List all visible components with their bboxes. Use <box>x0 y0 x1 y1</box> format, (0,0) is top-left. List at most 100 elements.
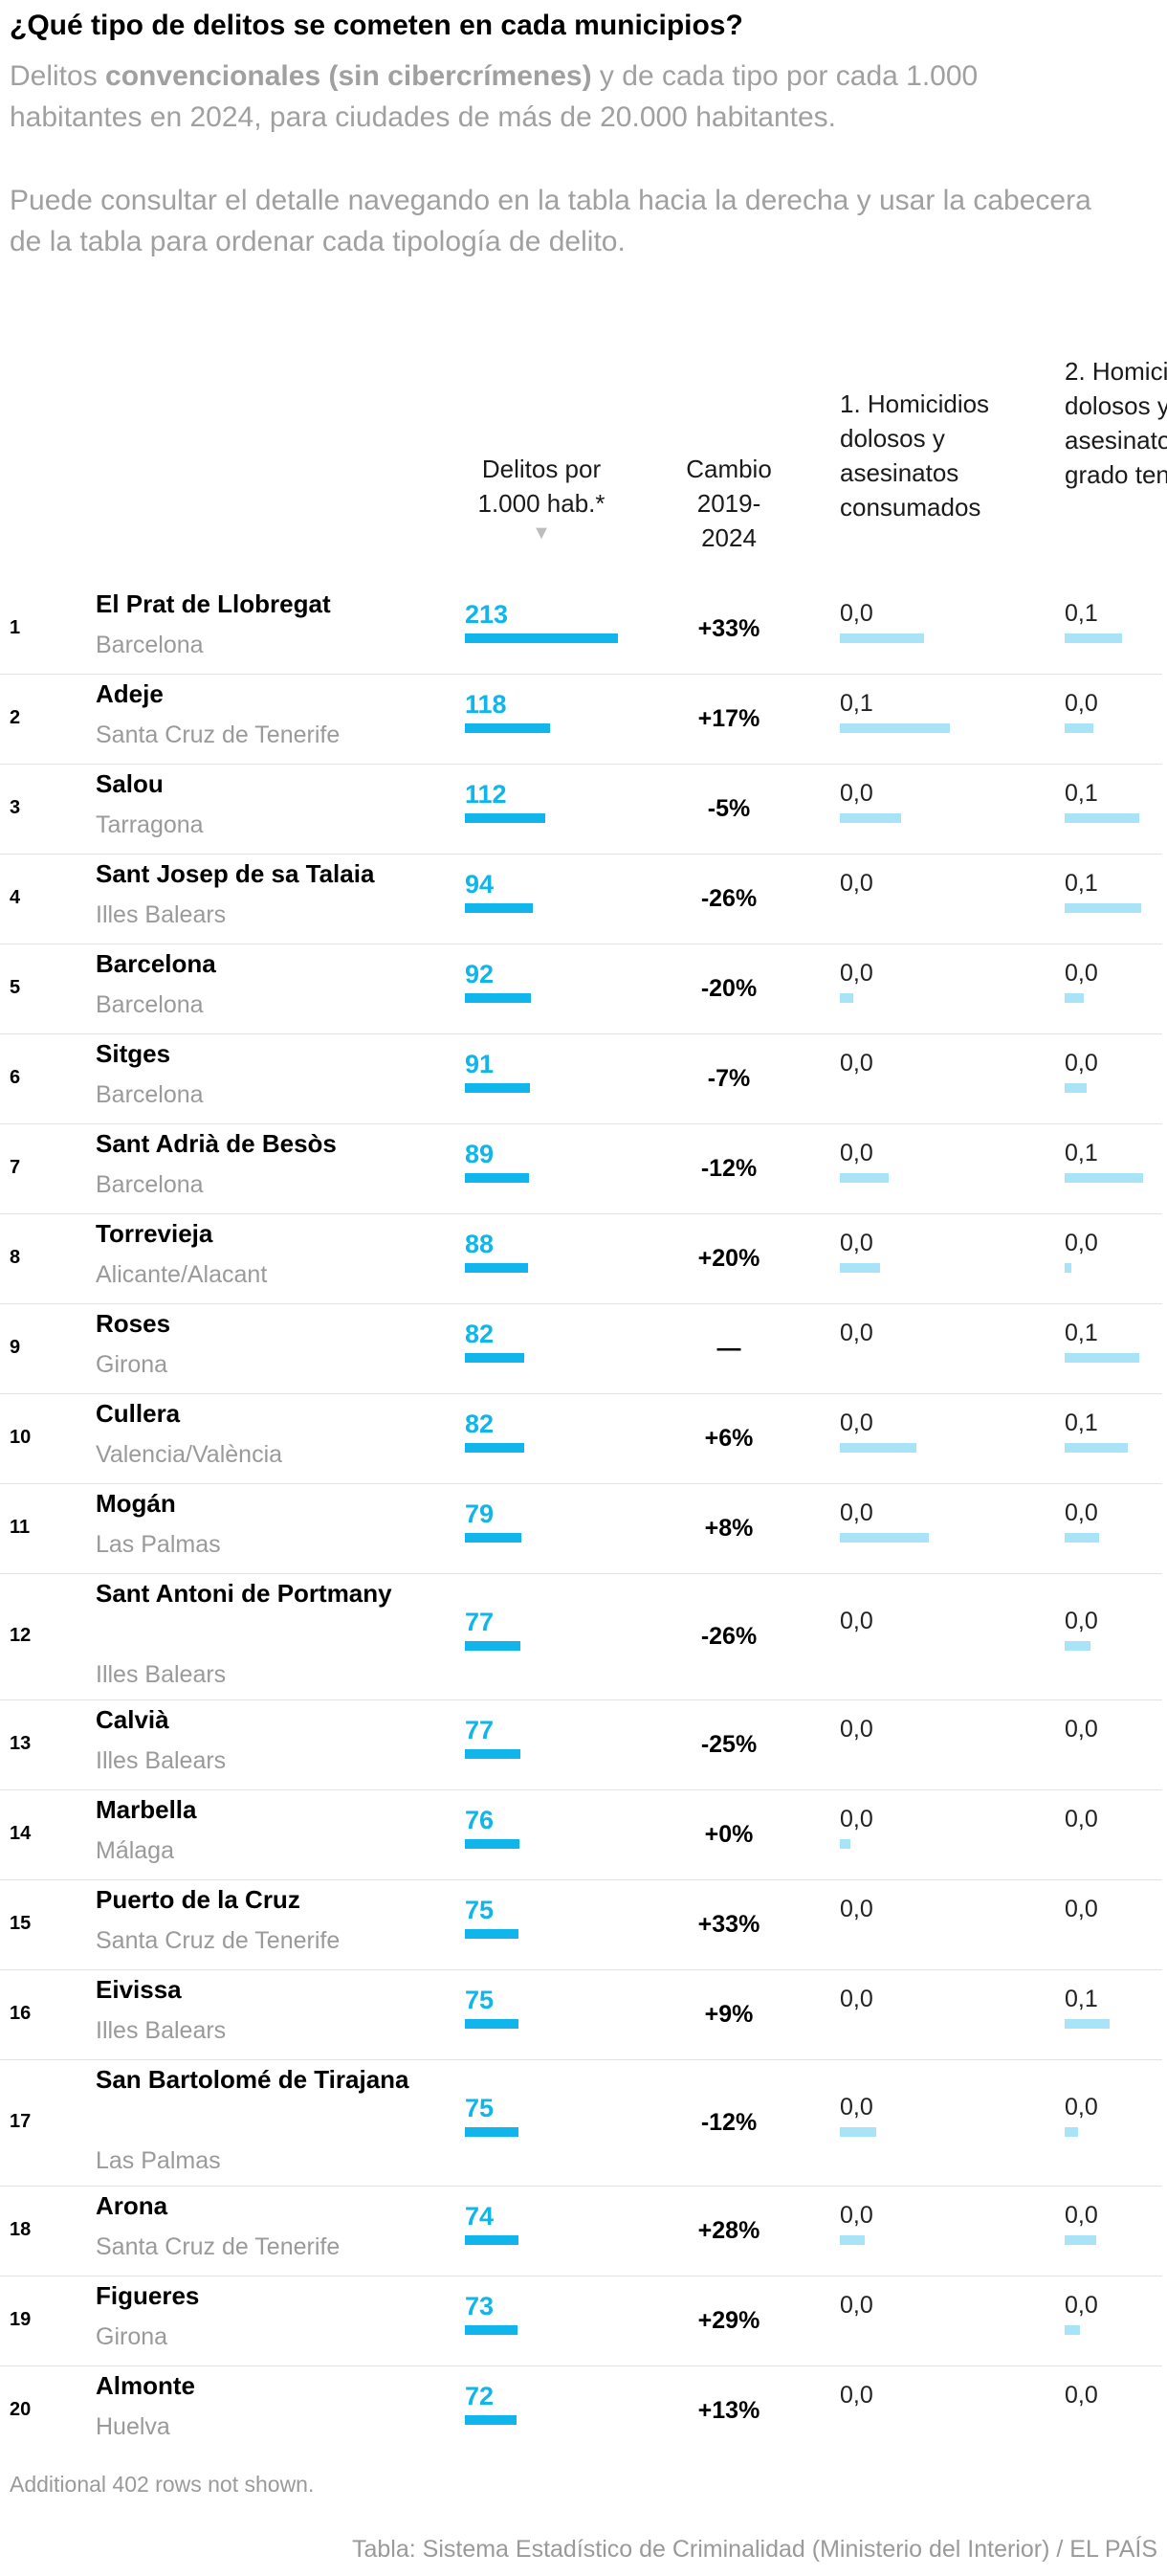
change-value: +33% <box>697 615 760 642</box>
table-row: 14 Marbella Málaga 76 +0% 0,0 0,0 <box>0 1789 1162 1880</box>
rate-bar <box>465 1173 529 1183</box>
category-2-bar <box>1065 2235 1096 2245</box>
category-2-bar <box>1065 1263 1071 1273</box>
rate-bar <box>465 1263 528 1273</box>
category-2-value: 0,0 <box>1065 690 1098 717</box>
column-header-change[interactable]: Cambio 2019-2024 <box>686 455 772 552</box>
province-name: Illes Balears <box>96 1661 227 1688</box>
category-2-value: 0,1 <box>1065 1986 1098 2012</box>
rank-number: 10 <box>10 1427 32 1448</box>
category-2-value: 0,0 <box>1065 1896 1098 1922</box>
column-header-category-1[interactable]: 1. Homicidios dolosos y asesinatos consu… <box>840 389 990 522</box>
change-value: +9% <box>704 2001 754 2028</box>
rate-value: 118 <box>465 690 507 719</box>
category-1-value: 0,0 <box>840 1499 873 1526</box>
rank-number: 7 <box>10 1157 21 1178</box>
column-header-rate[interactable]: Delitos por 1.000 hab.* ▼ <box>455 452 628 545</box>
column-header-category-2[interactable]: 2. Homicidios dolosos y asesinatos en gr… <box>1065 357 1167 489</box>
sort-descending-icon: ▼ <box>532 522 551 544</box>
rate-value: 82 <box>465 1320 495 1348</box>
change-value: -25% <box>700 1731 758 1758</box>
rate-value: 72 <box>465 2382 495 2410</box>
table-row: 20 Almonte Huelva 72 +13% 0,0 0,0 <box>0 2365 1162 2440</box>
category-1-value: 0,0 <box>840 870 873 897</box>
category-1-value: 0,0 <box>840 1320 873 1346</box>
category-2-value: 0,1 <box>1065 600 1098 627</box>
rate-value: 91 <box>465 1050 495 1078</box>
crime-table[interactable]: Delitos por 1.000 hab.* ▼ Cambio 2019-20… <box>0 335 1167 2440</box>
change-value: -20% <box>700 975 758 1002</box>
page-subtitle: Delitos convencionales (sin cibercrímene… <box>10 56 1110 138</box>
change-value: +20% <box>697 1245 760 1272</box>
category-1-value: 0,0 <box>840 1716 873 1743</box>
more-rows-note: Additional 402 rows not shown. <box>10 2472 315 2497</box>
rate-value: 74 <box>465 2202 495 2231</box>
category-1-bar <box>840 993 853 1003</box>
province-name: Barcelona <box>96 1171 204 1198</box>
rate-value: 73 <box>465 2292 495 2321</box>
municipality-name: Mogán <box>96 1489 176 1518</box>
province-name: Santa Cruz de Tenerife <box>96 1927 341 1954</box>
province-name: Las Palmas <box>96 2147 221 2174</box>
rate-value: 112 <box>465 780 507 809</box>
category-2-value: 0,0 <box>1065 1230 1098 1256</box>
category-2-value: 0,0 <box>1065 1050 1098 1077</box>
category-2-value: 0,0 <box>1065 1716 1098 1743</box>
category-2-value: 0,1 <box>1065 1320 1098 1346</box>
rank-number: 2 <box>10 707 21 728</box>
municipality-name: San Bartolomé de Tirajana <box>96 2065 409 2094</box>
rank-number: 8 <box>10 1247 21 1268</box>
category-1-value: 0,0 <box>840 780 873 807</box>
rate-bar <box>465 993 531 1003</box>
category-1-value: 0,0 <box>840 1986 873 2012</box>
table-row: 13 Calvià Illes Balears 77 -25% 0,0 0,0 <box>0 1699 1162 1790</box>
category-1-bar <box>840 2127 876 2137</box>
category-1-bar <box>840 1839 850 1849</box>
rate-bar <box>465 1353 524 1363</box>
rate-bar <box>465 2019 518 2029</box>
rate-value: 213 <box>465 600 509 629</box>
category-1-value: 0,0 <box>840 960 873 987</box>
table-row: 2 Adeje Santa Cruz de Tenerife 118 +17% 0,1 0,… <box>0 674 1162 765</box>
subtitle-emphasis: convencionales (sin cibercrímenes) <box>105 60 592 92</box>
municipality-name: Torrevieja <box>96 1219 213 1248</box>
change-value: +0% <box>704 1821 754 1848</box>
page-title: ¿Qué tipo de delitos se cometen en cada … <box>10 10 743 41</box>
category-2-value: 0,0 <box>1065 1499 1098 1526</box>
table-row: 10 Cullera Valencia/València 82 +6% 0,0 0,1 <box>0 1393 1162 1484</box>
category-1-bar <box>840 1173 889 1183</box>
rank-number: 20 <box>10 2399 32 2420</box>
municipality-name: El Prat de Llobregat <box>96 589 331 618</box>
rate-bar <box>465 2235 518 2245</box>
rank-number: 18 <box>10 2219 32 2240</box>
category-1-bar <box>840 813 901 823</box>
rank-number: 13 <box>10 1733 32 1754</box>
municipality-name: Salou <box>96 769 164 798</box>
category-2-value: 0,1 <box>1065 780 1098 807</box>
rate-value: 77 <box>465 1716 495 1744</box>
category-2-bar <box>1065 993 1084 1003</box>
rate-bar <box>465 1839 519 1849</box>
category-1-value: 0,0 <box>840 600 873 627</box>
rate-value: 75 <box>465 2094 495 2122</box>
change-value: — <box>716 1335 741 1362</box>
rank-number: 17 <box>10 2111 32 2132</box>
municipality-name: Cullera <box>96 1399 181 1428</box>
category-1-bar <box>840 633 924 643</box>
province-name: Santa Cruz de Tenerife <box>96 722 341 748</box>
rank-number: 19 <box>10 2309 32 2330</box>
rate-bar <box>465 1443 524 1453</box>
municipality-name: Almonte <box>96 2371 195 2400</box>
rate-value: 75 <box>465 1986 495 2014</box>
table-row: 6 Sitges Barcelona 91 -7% 0,0 0,0 <box>0 1033 1162 1124</box>
municipality-name: Adeje <box>96 679 164 708</box>
rate-bar <box>465 903 533 913</box>
rate-value: 75 <box>465 1896 495 1924</box>
category-1-value: 0,1 <box>840 690 873 717</box>
category-2-value: 0,0 <box>1065 2382 1098 2409</box>
rate-bar <box>465 813 545 823</box>
municipality-name: Barcelona <box>96 949 216 978</box>
category-1-value: 0,0 <box>840 2094 873 2121</box>
change-value: -5% <box>707 795 751 822</box>
